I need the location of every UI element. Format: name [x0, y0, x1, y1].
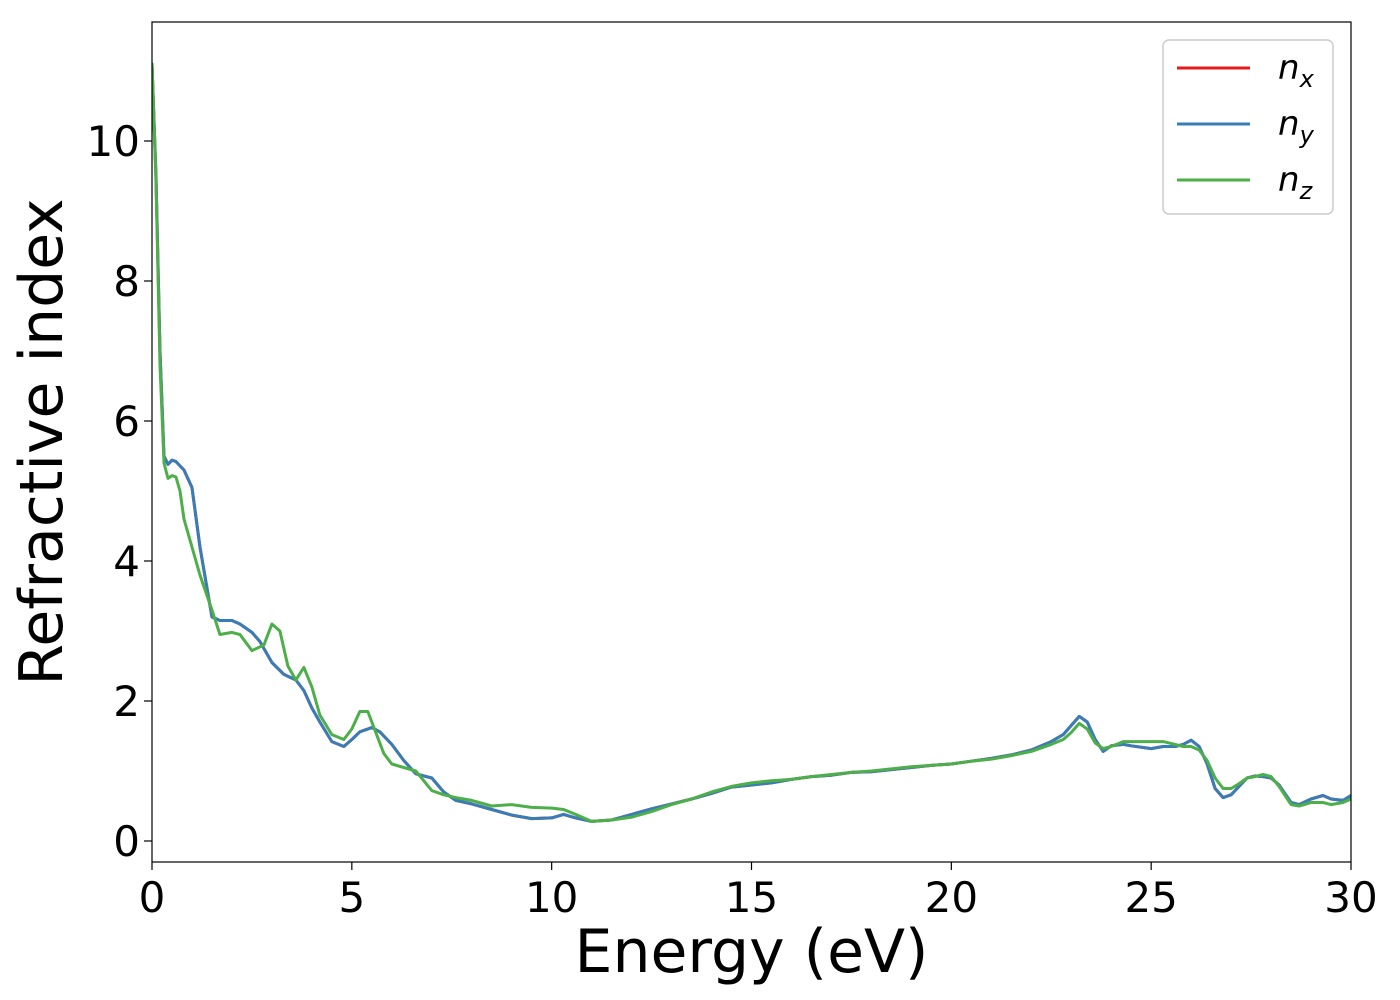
y-tick-label: 8 — [113, 257, 140, 306]
y-tick-label: 4 — [113, 537, 140, 586]
x-tick-label: 25 — [1124, 873, 1177, 922]
x-axis: 0 5 10 15 20 25 30 — [139, 862, 1378, 922]
y-tick-label: 0 — [113, 817, 140, 866]
legend-box — [1162, 39, 1334, 215]
x-tick-label: 0 — [139, 873, 166, 922]
y-tick-label: 6 — [113, 397, 140, 446]
y-axis-title: Refractive index — [7, 198, 77, 685]
y-tick-label: 10 — [87, 117, 140, 166]
legend-label-y: ny — [1278, 104, 1315, 149]
y-axis: 0 2 4 6 8 10 — [87, 117, 152, 866]
series-line-z — [152, 62, 1351, 823]
x-axis-title: Energy (eV) — [575, 917, 929, 987]
x-tick-label: 30 — [1324, 873, 1377, 922]
series-layer — [152, 62, 1351, 823]
legend-label-z: nz — [1278, 160, 1314, 205]
x-tick-label: 20 — [925, 873, 978, 922]
x-tick-label: 5 — [338, 873, 365, 922]
x-tick-label: 10 — [525, 873, 578, 922]
legend: nx ny nz — [1162, 39, 1334, 215]
x-tick-label: 15 — [725, 873, 778, 922]
y-tick-label: 2 — [113, 677, 140, 726]
legend-label-x: nx — [1278, 48, 1315, 93]
